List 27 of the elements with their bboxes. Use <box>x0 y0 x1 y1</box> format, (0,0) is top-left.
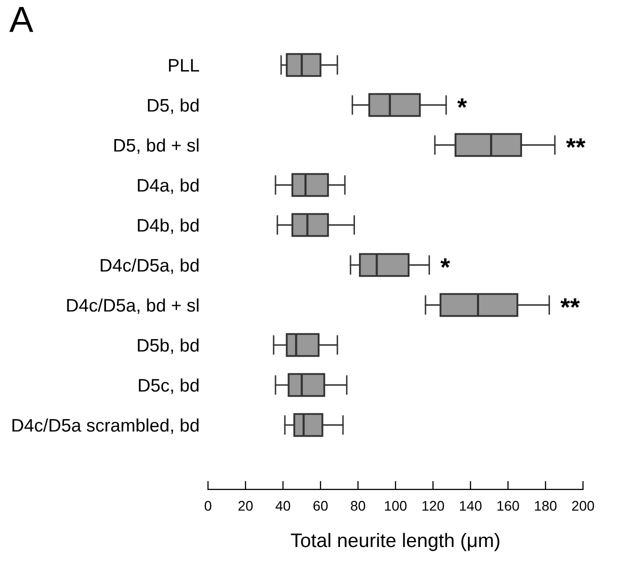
x-tick-label: 100 <box>384 500 407 511</box>
annotation: ** <box>566 138 586 148</box>
x-tick-label: 60 <box>313 500 328 511</box>
x-tick-label: 120 <box>422 500 444 511</box>
y-tick-label: D4c/D5a, bd + sl <box>67 298 198 314</box>
annotation: * <box>457 98 467 108</box>
x-tick-label: 180 <box>534 500 557 511</box>
y-tick-label: D5, bd + sl <box>114 138 198 154</box>
y-tick-label: D5b, bd <box>138 338 199 354</box>
y-tick-label: D4c/D5a scrambled, bd <box>12 418 199 434</box>
y-tick-label: D4c/D5a, bd <box>100 258 199 274</box>
x-tick-label: 20 <box>238 500 253 511</box>
annotation: * <box>440 258 450 268</box>
x-tick-label: 40 <box>276 500 290 511</box>
y-tick-label: PLL <box>169 59 200 72</box>
x-axis-title: Total neurite length (μm) <box>290 532 500 552</box>
x-tick-label: 80 <box>350 500 366 511</box>
y-tick-label: D4b, bd <box>138 218 199 234</box>
annotation: ** <box>560 298 580 308</box>
y-tick-label: D5c, bd <box>138 378 199 394</box>
x-tick-label: 160 <box>497 500 520 511</box>
x-tick-label: 200 <box>572 500 594 511</box>
chart-title: A <box>9 7 34 32</box>
x-tick-label: 0 <box>204 500 212 511</box>
y-tick-label: D4a, bd <box>138 178 199 194</box>
y-tick-label: D5, bd <box>148 98 199 114</box>
x-tick-label: 140 <box>460 500 482 511</box>
